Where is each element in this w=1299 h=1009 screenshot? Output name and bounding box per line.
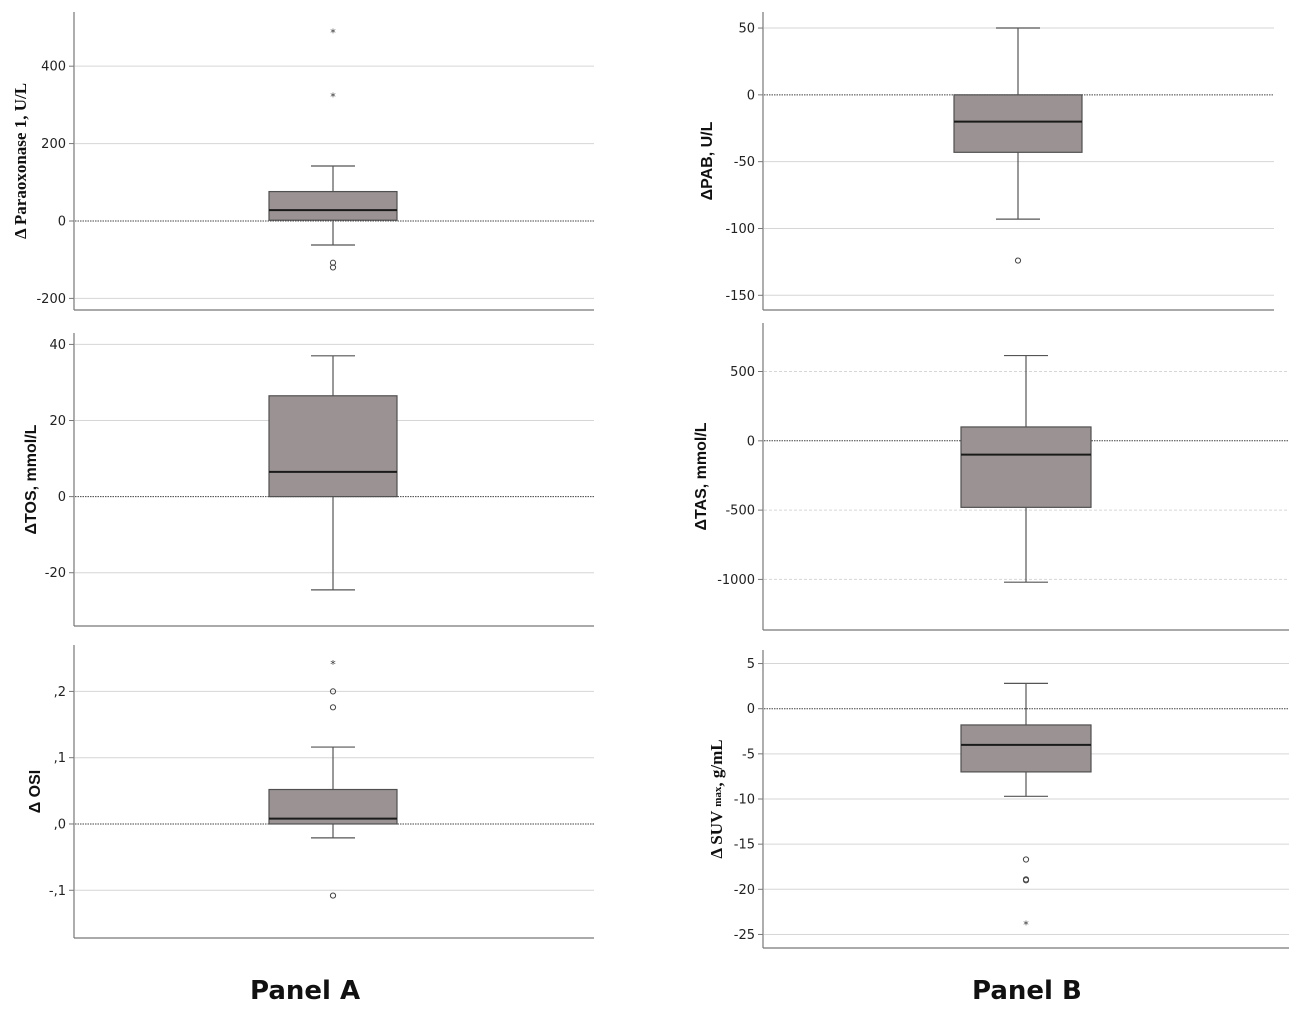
y-tick-label: 5 bbox=[747, 657, 755, 672]
y-tick-label: -150 bbox=[725, 289, 755, 304]
outlier-point bbox=[329, 704, 337, 711]
extreme-outlier-point: * bbox=[330, 27, 336, 40]
y-tick-label: 40 bbox=[49, 338, 66, 353]
y-tick-label: 0 bbox=[58, 490, 66, 505]
y-axis-label-main: Δ SUV bbox=[707, 807, 726, 859]
outlier-point bbox=[329, 259, 337, 266]
y-tick-label: ,2 bbox=[54, 685, 66, 700]
y-tick-label: -25 bbox=[734, 928, 755, 943]
outlier-point bbox=[1022, 877, 1030, 884]
chart-osi: -,1 ,0 ,1 ,2 * Δ OSI bbox=[27, 645, 594, 939]
y-tick-label: 200 bbox=[41, 137, 66, 152]
box-iqr bbox=[960, 724, 1092, 773]
y-tick-label: -10 bbox=[734, 793, 755, 808]
y-axis-label: Δ SUV max, g/mL bbox=[707, 739, 726, 858]
outlier-point bbox=[1022, 856, 1030, 863]
y-tick-label: -5 bbox=[742, 747, 755, 762]
extreme-outlier-point: * bbox=[1023, 919, 1029, 932]
y-axis-label: Δ OSI bbox=[27, 770, 44, 814]
y-axis-label: Δ Paraoxonase 1, U/L bbox=[11, 83, 30, 239]
outlier-point bbox=[329, 892, 337, 899]
y-tick-label: 500 bbox=[730, 365, 755, 380]
chart-tos: -20 0 20 40 ΔTOS, mmol/L bbox=[23, 333, 594, 627]
y-tick-label: -50 bbox=[734, 155, 755, 170]
y-tick-label: -500 bbox=[725, 504, 755, 519]
y-tick-label: -1000 bbox=[717, 573, 755, 588]
y-tick-label: -20 bbox=[45, 566, 66, 581]
y-tick-label: 0 bbox=[747, 88, 755, 103]
y-tick-label: -,1 bbox=[49, 884, 66, 899]
y-tick-label: 400 bbox=[41, 60, 66, 75]
y-tick-label: ,1 bbox=[54, 751, 66, 766]
outlier-point bbox=[329, 264, 337, 271]
y-tick-label: 20 bbox=[49, 414, 66, 429]
chart-suv: -25 -20 -15 -10 -5 0 5 * Δ SUV max, g/mL bbox=[707, 650, 1289, 949]
y-axis-label: ΔTOS, mmol/L bbox=[23, 424, 40, 534]
y-axis-label-unit: , g/mL bbox=[707, 739, 726, 786]
box-iqr bbox=[960, 426, 1092, 508]
box-iqr bbox=[953, 94, 1083, 153]
y-tick-label: -20 bbox=[734, 883, 755, 898]
chart-tas: -1000 -500 0 500 ΔTAS, mmol/L bbox=[693, 323, 1289, 631]
y-tick-label: 50 bbox=[738, 22, 755, 37]
panel-a-label: Panel A bbox=[250, 976, 361, 1006]
y-tick-label: 0 bbox=[747, 434, 755, 449]
y-tick-label: 0 bbox=[747, 702, 755, 717]
outlier-point bbox=[1014, 257, 1022, 264]
panel-b-label: Panel B bbox=[972, 976, 1082, 1006]
y-tick-label: ,0 bbox=[54, 817, 66, 832]
y-axis-label: ΔTAS, mmol/L bbox=[693, 422, 710, 530]
box-iqr bbox=[268, 395, 398, 498]
y-tick-label: -200 bbox=[36, 292, 66, 307]
chart-pab: -150 -100 -50 0 50 ΔPAB, U/L bbox=[699, 12, 1274, 311]
chart-paraoxonase: -200 0 200 400 * * Δ Paraoxonase 1, U/L bbox=[11, 12, 594, 311]
y-axis-label-subscript: max bbox=[712, 786, 724, 807]
extreme-outlier-point: * bbox=[330, 658, 336, 671]
outlier-point bbox=[329, 688, 337, 695]
box-iqr bbox=[268, 190, 398, 221]
y-tick-label: -15 bbox=[734, 838, 755, 853]
y-axis-label: ΔPAB, U/L bbox=[699, 121, 716, 200]
extreme-outlier-point: * bbox=[330, 90, 336, 103]
y-tick-label: -100 bbox=[725, 222, 755, 237]
y-tick-label: 0 bbox=[58, 214, 66, 229]
